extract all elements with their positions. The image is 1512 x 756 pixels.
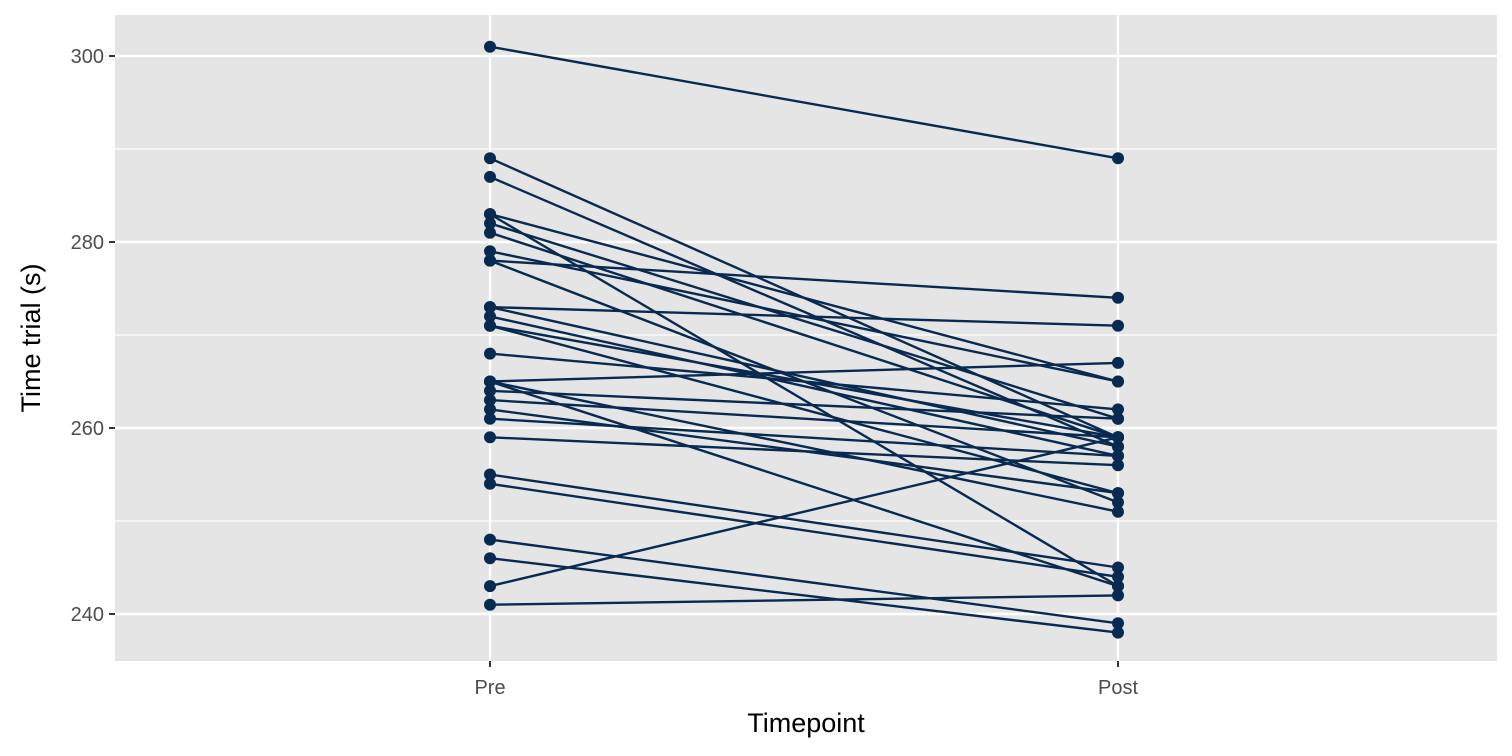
series-line xyxy=(489,222,1119,420)
data-point xyxy=(484,375,496,388)
data-point xyxy=(1112,487,1124,500)
series-line xyxy=(489,315,1119,458)
series-line xyxy=(489,389,1119,420)
data-point xyxy=(484,347,496,360)
y-tick-label: 280 xyxy=(71,232,104,254)
data-point xyxy=(1112,626,1124,639)
data-point xyxy=(1112,459,1124,472)
data-point xyxy=(484,403,496,416)
data-point xyxy=(484,468,496,481)
data-point xyxy=(484,310,496,323)
series-line xyxy=(489,305,1119,448)
x-tick-label: Post xyxy=(1098,677,1138,699)
data-point xyxy=(1112,570,1124,583)
series-line xyxy=(489,538,1119,625)
data-point xyxy=(1112,412,1124,425)
data-point xyxy=(1112,356,1124,369)
series-line xyxy=(489,324,1119,495)
series-line xyxy=(489,352,1119,411)
data-point xyxy=(484,394,496,407)
data-point xyxy=(484,226,496,239)
plot-panel xyxy=(115,15,1497,661)
data-point xyxy=(1112,431,1124,444)
y-tick-label: 240 xyxy=(71,604,104,626)
data-point xyxy=(484,40,496,53)
series-points xyxy=(484,40,1124,639)
y-axis: 240 260 280 300 xyxy=(71,46,115,626)
data-point xyxy=(1112,580,1124,593)
series-line xyxy=(489,259,1119,299)
data-point xyxy=(1112,505,1124,518)
series-line xyxy=(489,473,1119,569)
series-line xyxy=(489,212,1119,383)
x-axis: Pre Post xyxy=(474,661,1138,699)
series-line xyxy=(489,380,1119,513)
series-line xyxy=(489,557,1119,634)
data-point xyxy=(484,217,496,230)
data-point xyxy=(484,152,496,165)
series-line xyxy=(489,213,1119,588)
data-point xyxy=(1112,561,1124,574)
data-point xyxy=(484,412,496,425)
data-point xyxy=(1112,403,1124,416)
series-line xyxy=(489,398,1119,439)
data-point xyxy=(484,552,496,565)
series-line xyxy=(489,361,1119,383)
y-axis-title: Time trial (s) xyxy=(16,264,46,413)
data-point xyxy=(484,245,496,258)
data-point xyxy=(1112,152,1124,165)
grid-major xyxy=(115,15,1497,661)
series-line xyxy=(489,305,1119,327)
data-point xyxy=(1112,291,1124,304)
x-tick-label: Pre xyxy=(474,677,505,699)
data-point xyxy=(484,170,496,183)
series-line xyxy=(489,417,1119,458)
x-axis-title: Timepoint xyxy=(747,708,865,738)
data-point xyxy=(1112,617,1124,630)
data-point xyxy=(1112,589,1124,602)
data-point xyxy=(484,301,496,314)
data-point xyxy=(484,431,496,444)
y-tick-label: 260 xyxy=(71,418,104,440)
y-tick-label: 300 xyxy=(71,46,104,68)
series-line xyxy=(489,482,1119,578)
data-point xyxy=(484,533,496,546)
series-line xyxy=(489,436,1119,467)
data-point xyxy=(484,477,496,490)
data-point xyxy=(484,580,496,593)
data-point xyxy=(1112,440,1124,453)
data-point xyxy=(484,208,496,221)
data-point xyxy=(1112,449,1124,462)
data-point xyxy=(484,598,496,611)
data-point xyxy=(484,254,496,267)
series-lines xyxy=(489,45,1119,634)
data-point xyxy=(1112,496,1124,509)
series-line xyxy=(489,175,1119,448)
data-point xyxy=(484,384,496,397)
series-line xyxy=(489,594,1119,606)
data-point xyxy=(484,319,496,332)
series-line xyxy=(489,45,1119,160)
data-point xyxy=(1112,375,1124,388)
data-point xyxy=(1112,319,1124,332)
series-line xyxy=(489,436,1119,588)
